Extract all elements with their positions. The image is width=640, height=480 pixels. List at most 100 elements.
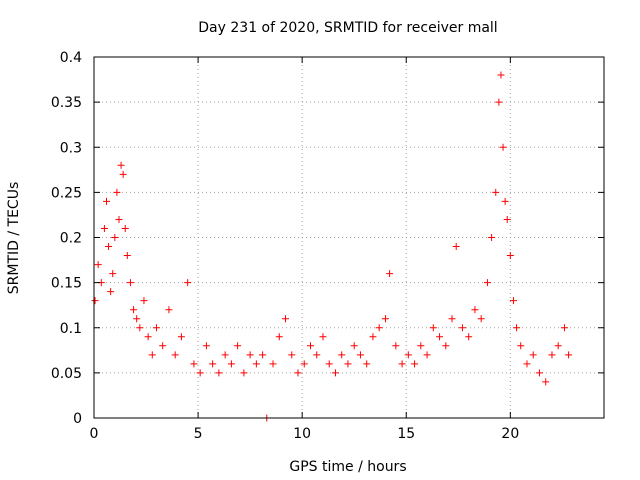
data-point — [499, 143, 507, 151]
data-point — [448, 315, 456, 323]
data-point — [294, 369, 302, 377]
data-point — [269, 360, 277, 368]
data-point — [102, 197, 110, 205]
data-point — [115, 215, 123, 223]
data-point — [121, 224, 129, 232]
chart-title: Day 231 of 2020, SRMTID for receiver mal… — [198, 20, 497, 36]
y-tick-label: 0.15 — [51, 276, 82, 292]
y-tick-label: 0 — [73, 411, 82, 427]
data-point — [423, 351, 431, 359]
data-point — [300, 360, 308, 368]
x-tick-label: 20 — [501, 426, 519, 442]
data-point — [523, 360, 531, 368]
data-point — [509, 297, 517, 305]
x-tick-label: 15 — [397, 426, 415, 442]
data-point — [529, 351, 537, 359]
data-point — [126, 279, 134, 287]
data-point — [196, 369, 204, 377]
data-point — [313, 351, 321, 359]
data-point — [240, 369, 248, 377]
data-point — [542, 378, 550, 386]
data-point — [442, 342, 450, 350]
data-point — [117, 161, 125, 169]
data-point — [386, 270, 394, 278]
data-point — [331, 369, 339, 377]
data-point — [105, 243, 113, 251]
data-point — [119, 170, 127, 178]
data-point — [375, 324, 383, 332]
data-point — [209, 360, 217, 368]
y-tick-label: 0.2 — [60, 231, 82, 247]
data-point — [177, 333, 185, 341]
y-tick-label: 0.25 — [51, 185, 82, 201]
data-point — [130, 306, 138, 314]
data-point — [227, 360, 235, 368]
x-axis-label: GPS time / hours — [289, 459, 406, 475]
data-point — [404, 351, 412, 359]
data-point — [398, 360, 406, 368]
data-point — [471, 306, 479, 314]
data-point — [144, 333, 152, 341]
data-point — [338, 351, 346, 359]
data-point — [344, 360, 352, 368]
data-point — [497, 71, 505, 79]
data-point — [184, 279, 192, 287]
data-point — [123, 252, 131, 260]
data-point — [458, 324, 466, 332]
data-point — [325, 360, 333, 368]
data-point — [369, 333, 377, 341]
data-point — [350, 342, 358, 350]
data-point — [259, 351, 267, 359]
data-point — [554, 342, 562, 350]
data-point — [417, 342, 425, 350]
data-point — [495, 98, 503, 106]
data-point — [465, 333, 473, 341]
data-point — [111, 234, 119, 241]
data-point — [392, 342, 400, 350]
data-point — [429, 324, 437, 332]
data-point — [234, 342, 242, 350]
data-point — [136, 324, 144, 332]
data-point — [246, 351, 254, 359]
data-point — [565, 351, 573, 359]
data-point — [152, 324, 160, 332]
data-point — [133, 315, 141, 323]
data-point — [560, 324, 568, 332]
data-point — [159, 342, 167, 350]
data-point — [202, 342, 210, 350]
x-tick-label: 10 — [293, 426, 311, 442]
data-point — [436, 333, 444, 341]
data-point — [148, 351, 156, 359]
data-point — [535, 369, 543, 377]
data-point — [252, 360, 260, 368]
data-point — [171, 351, 179, 359]
x-tick-label: 5 — [194, 426, 203, 442]
data-point — [100, 224, 108, 232]
y-tick-label: 0.35 — [51, 95, 82, 111]
y-tick-label: 0.1 — [60, 321, 82, 337]
data-point — [488, 234, 496, 241]
data-point — [275, 333, 283, 341]
data-point — [381, 315, 389, 323]
data-point — [140, 297, 148, 305]
data-point — [513, 324, 521, 332]
data-point — [319, 333, 327, 341]
y-tick-label: 0.4 — [60, 50, 82, 66]
y-tick-label: 0.05 — [51, 366, 82, 382]
data-point — [517, 342, 525, 350]
data-point — [288, 351, 296, 359]
data-point — [190, 360, 198, 368]
data-point — [282, 315, 290, 323]
data-point — [109, 270, 117, 278]
data-point — [492, 188, 500, 196]
data-points — [91, 71, 573, 422]
x-tick-label: 0 — [90, 426, 99, 442]
data-point — [548, 351, 556, 359]
data-point — [483, 279, 491, 287]
y-axis-label: SRMTID / TECUs — [6, 182, 22, 295]
data-point — [501, 197, 509, 205]
data-point — [91, 297, 99, 305]
data-point — [94, 261, 102, 269]
data-point — [411, 360, 419, 368]
